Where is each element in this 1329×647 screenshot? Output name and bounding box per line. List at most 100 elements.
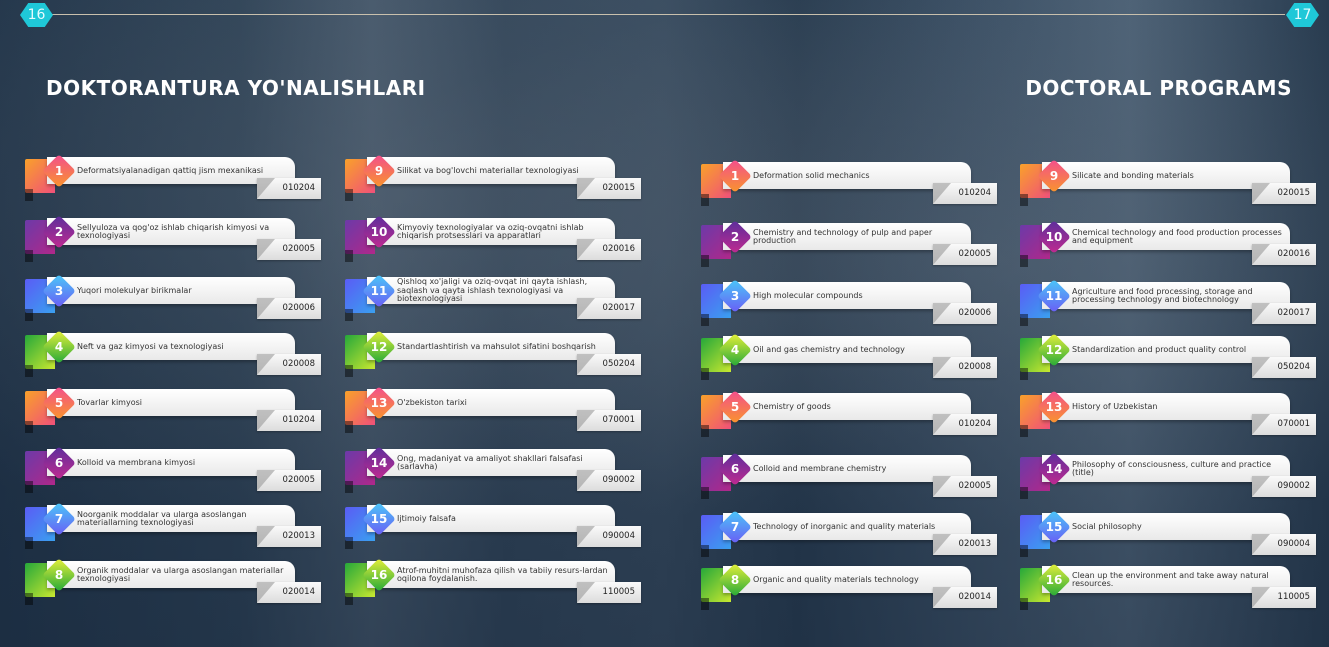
- program-code: 020013: [257, 526, 321, 547]
- program-number: 13: [370, 396, 388, 410]
- program-item: 9 Silikat va bog'lovchi materiallar texn…: [345, 154, 645, 203]
- program-item: 9 Silicate and bonding materials 020015: [1020, 159, 1320, 208]
- program-number: 11: [1045, 289, 1063, 303]
- program-number: 6: [730, 462, 740, 476]
- ribbon-banner: [1042, 513, 1290, 540]
- program-code: 070001: [1252, 414, 1316, 435]
- program-item: 3 High molecular compounds 020006: [701, 279, 1001, 328]
- program-item: 5 Chemistry of goods 010204: [701, 390, 1001, 439]
- program-number: 11: [370, 284, 388, 298]
- top-divider: [52, 14, 1285, 15]
- ribbon-banner: [367, 389, 615, 416]
- program-item: 16 Clean up the environment and take awa…: [1020, 563, 1320, 612]
- ribbon-banner: [723, 393, 971, 420]
- program-code: 020014: [257, 582, 321, 603]
- ribbon-banner: [367, 277, 615, 304]
- program-number: 4: [54, 340, 64, 354]
- program-number: 5: [54, 396, 64, 410]
- program-number: 12: [1045, 343, 1063, 357]
- title-english: DOCTORAL PROGRAMS: [1025, 76, 1292, 100]
- program-item: 7 Technology of inorganic and quality ma…: [701, 510, 1001, 559]
- program-number: 14: [1045, 462, 1063, 476]
- program-name: Social philosophy: [1072, 521, 1142, 531]
- program-name: Deformatsiyalanadigan qattiq jism mexani…: [77, 165, 264, 175]
- ribbon-banner: [367, 449, 615, 476]
- program-name: Organik moddalar va ularga asoslangan ma…: [77, 565, 284, 583]
- ribbon-banner: [47, 505, 295, 532]
- program-code: 010204: [257, 178, 321, 199]
- program-item: 6 Colloid and membrane chemistry 020005: [701, 452, 1001, 501]
- program-code: 020008: [933, 357, 997, 378]
- ribbon-banner: [723, 282, 971, 309]
- program-name: Oil and gas chemistry and technology: [753, 344, 905, 354]
- program-code: 070001: [577, 410, 641, 431]
- program-name: Ong, madaniyat va amaliyot shakllari fal…: [397, 453, 583, 471]
- program-code: 020016: [1252, 244, 1316, 265]
- program-code: 010204: [257, 410, 321, 431]
- program-number: 7: [730, 520, 740, 534]
- program-name: Qishloq xo'jaligi va oziq-ovqat ini qayt…: [397, 277, 588, 304]
- program-code: 020015: [1252, 183, 1316, 204]
- program-number: 16: [370, 568, 388, 582]
- program-code: 020014: [933, 587, 997, 608]
- program-code: 110005: [1252, 587, 1316, 608]
- program-code: 090004: [577, 526, 641, 547]
- program-number: 10: [370, 225, 388, 239]
- program-number: 2: [54, 225, 64, 239]
- program-item: 4 Neft va gaz kimyosi va texnologiyasi 0…: [25, 330, 325, 379]
- ribbon-banner: [47, 218, 295, 245]
- program-code: 010204: [933, 183, 997, 204]
- ribbon-banner: [1042, 336, 1290, 363]
- program-item: 3 Yuqori molekulyar birikmalar 020006: [25, 274, 325, 323]
- program-code: 020006: [257, 298, 321, 319]
- program-item: 14 Ong, madaniyat va amaliyot shakllari …: [345, 446, 645, 495]
- ribbon-banner: [723, 336, 971, 363]
- ribbon-banner: [47, 561, 295, 588]
- program-code: 020008: [257, 354, 321, 375]
- ribbon-banner: [1042, 393, 1290, 420]
- program-number: 14: [370, 456, 388, 470]
- program-code: 090004: [1252, 534, 1316, 555]
- program-number: 9: [1049, 169, 1059, 183]
- program-number: 9: [374, 164, 384, 178]
- program-name: Clean up the environment and take away n…: [1072, 570, 1269, 588]
- program-item: 6 Kolloid va membrana kimyosi 020005: [25, 446, 325, 495]
- ribbon-banner: [47, 277, 295, 304]
- program-code: 020005: [257, 470, 321, 491]
- program-item: 10 Chemical technology and food producti…: [1020, 220, 1320, 269]
- ribbon-banner: [1042, 162, 1290, 189]
- ribbon-banner: [723, 566, 971, 593]
- ribbon-banner: [367, 505, 615, 532]
- program-name: Standartlashtirish va mahsulot sifatini …: [397, 341, 596, 351]
- program-item: 7 Noorganik moddalar va ularga asoslanga…: [25, 502, 325, 551]
- program-item: 12 Standartlashtirish va mahsulot sifati…: [345, 330, 645, 379]
- program-name: Kimyoviy texnologiyalar va oziq-ovqatni …: [397, 222, 584, 240]
- program-name: Standardization and product quality cont…: [1072, 344, 1247, 354]
- ribbon-banner: [47, 389, 295, 416]
- ribbon-banner: [1042, 566, 1290, 593]
- program-code: 090002: [1252, 476, 1316, 497]
- program-name: Noorganik moddalar va ularga asoslangan …: [77, 509, 247, 527]
- ribbon-banner: [723, 455, 971, 482]
- program-item: 2 Sellyuloza va qog'oz ishlab chiqarish …: [25, 215, 325, 264]
- program-code: 010204: [933, 414, 997, 435]
- ribbon-banner: [367, 157, 615, 184]
- program-number: 6: [54, 456, 64, 470]
- program-name: Philosophy of consciousness, culture and…: [1072, 459, 1272, 477]
- program-code: 020005: [257, 239, 321, 260]
- program-item: 8 Organic and quality materials technolo…: [701, 563, 1001, 612]
- program-name: History of Uzbekistan: [1072, 401, 1158, 411]
- program-code: 090002: [577, 470, 641, 491]
- program-item: 14 Philosophy of consciousness, culture …: [1020, 452, 1320, 501]
- program-name: Chemical technology and food production …: [1072, 227, 1282, 245]
- program-item: 11 Qishloq xo'jaligi va oziq-ovqat ini q…: [345, 274, 645, 323]
- program-code: 050204: [1252, 357, 1316, 378]
- ribbon-banner: [1042, 223, 1290, 250]
- program-item: 16 Atrof-muhitni muhofaza qilish va tabi…: [345, 558, 645, 607]
- program-item: 10 Kimyoviy texnologiyalar va oziq-ovqat…: [345, 215, 645, 264]
- program-item: 15 Ijtimoiy falsafa 090004: [345, 502, 645, 551]
- program-item: 2 Chemistry and technology of pulp and p…: [701, 220, 1001, 269]
- ribbon-banner: [723, 223, 971, 250]
- program-number: 2: [730, 230, 740, 244]
- program-name: Organic and quality materials technology: [753, 574, 919, 584]
